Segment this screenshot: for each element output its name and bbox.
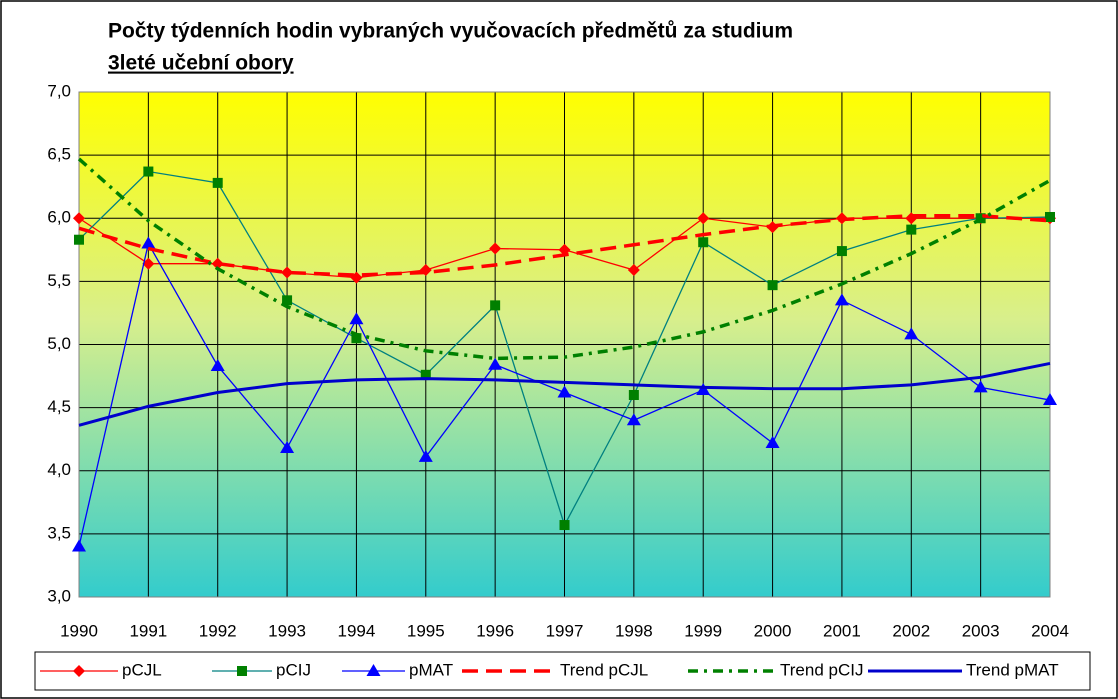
x-tick-label: 1990 <box>60 621 98 640</box>
x-tick-label: 2002 <box>892 621 930 640</box>
x-tick-label: 2000 <box>754 621 792 640</box>
marker <box>1043 393 1057 406</box>
marker <box>141 236 156 249</box>
marker <box>73 665 85 677</box>
marker <box>420 369 431 380</box>
legend-label: Trend pCIJ <box>780 660 863 679</box>
x-tick-label: 1996 <box>476 621 514 640</box>
marker <box>237 666 247 676</box>
marker <box>698 237 709 248</box>
x-tick-label: 1991 <box>129 621 167 640</box>
marker <box>73 212 85 225</box>
marker <box>282 295 293 306</box>
marker <box>211 257 224 270</box>
marker <box>765 435 780 448</box>
marker <box>834 293 849 306</box>
marker <box>142 257 155 270</box>
marker <box>559 520 570 531</box>
legend-label: pMAT <box>409 660 453 679</box>
marker <box>906 224 917 235</box>
series-line <box>78 361 1051 427</box>
legend-label: pCIJ <box>276 660 311 679</box>
x-tick-label: 2001 <box>823 621 861 640</box>
marker <box>628 390 639 400</box>
y-tick-label: 6,0 <box>47 208 71 227</box>
y-tick-label: 5,0 <box>47 334 71 353</box>
marker <box>489 242 502 255</box>
marker <box>767 280 778 291</box>
x-tick-label: 1992 <box>199 621 237 640</box>
marker <box>281 266 294 279</box>
legend-label: Trend pMAT <box>966 660 1059 679</box>
marker <box>697 212 710 225</box>
marker <box>488 357 503 370</box>
marker <box>490 300 501 311</box>
marker <box>626 413 641 426</box>
y-tick-label: 4,5 <box>47 397 71 416</box>
marker <box>366 664 381 676</box>
marker <box>836 246 847 257</box>
marker <box>627 264 640 277</box>
marker <box>557 385 572 398</box>
marker <box>349 312 364 325</box>
x-tick-label: 1995 <box>407 621 445 640</box>
x-tick-label: 2003 <box>962 621 1000 640</box>
marker <box>280 441 295 454</box>
x-tick-label: 1993 <box>268 621 306 640</box>
series-line <box>77 157 1051 361</box>
y-tick-label: 4,0 <box>47 460 71 479</box>
marker <box>904 327 919 340</box>
y-tick-label: 3,0 <box>47 586 71 605</box>
marker <box>1045 211 1055 222</box>
series-line <box>78 213 1051 277</box>
plot-border <box>78 91 1051 598</box>
marker <box>696 382 711 395</box>
legend-label: pCJL <box>122 660 162 679</box>
chart-title: Počty týdenních hodin vybraných vyučovac… <box>108 20 793 43</box>
marker <box>74 234 84 245</box>
marker <box>72 539 86 552</box>
x-tick-label: 1999 <box>684 621 722 640</box>
marker <box>210 358 225 371</box>
chart-subtitle: 3leté učební obory <box>108 52 294 75</box>
x-tick-label: 1994 <box>338 621 376 640</box>
marker <box>973 380 988 393</box>
y-tick-label: 6,5 <box>47 145 71 164</box>
y-tick-label: 3,5 <box>47 523 71 542</box>
marker <box>143 166 154 177</box>
marker <box>351 333 362 344</box>
x-tick-label: 1997 <box>546 621 584 640</box>
x-tick-label: 2004 <box>1031 621 1069 640</box>
marker <box>212 177 223 188</box>
legend-label: Trend pCJL <box>560 660 648 679</box>
y-tick-label: 5,5 <box>47 271 71 290</box>
x-tick-label: 1998 <box>615 621 653 640</box>
marker <box>418 449 433 462</box>
y-tick-label: 7,0 <box>47 81 71 100</box>
